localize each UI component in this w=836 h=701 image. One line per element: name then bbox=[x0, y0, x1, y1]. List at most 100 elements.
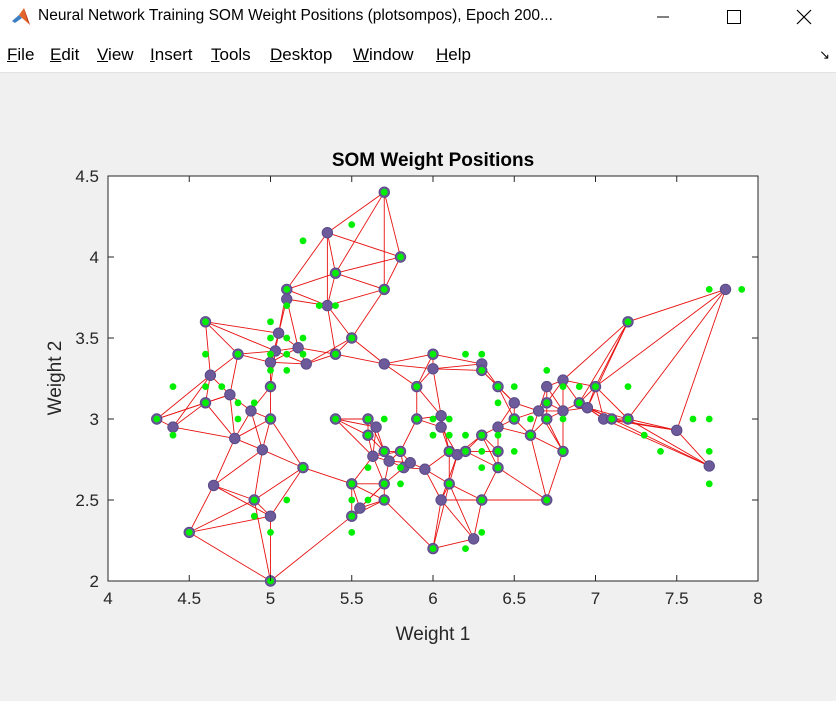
input-vector-point bbox=[478, 367, 486, 374]
neuron-connection-line bbox=[384, 353, 434, 365]
input-vector-point bbox=[348, 334, 356, 342]
y-tick-label: 4 bbox=[90, 248, 99, 267]
neuron-connection-line bbox=[465, 450, 499, 469]
neuron-connection-line bbox=[205, 321, 239, 355]
neuron-connection-line bbox=[156, 374, 211, 420]
menu-window[interactable]: Window bbox=[353, 45, 413, 65]
neuron-connection-line bbox=[432, 368, 482, 371]
y-tick-label: 2 bbox=[90, 572, 99, 591]
neuron-point bbox=[378, 358, 390, 370]
neuron-connection-line bbox=[440, 499, 474, 540]
input-vector-point bbox=[543, 367, 551, 374]
neuron-connection-line bbox=[384, 363, 434, 370]
input-vector-point bbox=[267, 350, 274, 358]
x-tick-label: 6 bbox=[428, 589, 437, 608]
chart-title: SOM Weight Positions bbox=[332, 150, 534, 171]
neuron-point bbox=[204, 369, 217, 381]
input-vector-point bbox=[348, 529, 356, 536]
input-vector-point bbox=[348, 221, 356, 229]
neuron-point bbox=[581, 401, 594, 414]
y-tick-label: 3.5 bbox=[75, 329, 99, 348]
neuron-connection-line bbox=[432, 538, 474, 550]
input-vector-point bbox=[202, 350, 209, 358]
input-vector-point bbox=[494, 431, 502, 439]
neuron-connection-line bbox=[367, 418, 385, 452]
close-button[interactable] bbox=[781, 0, 827, 34]
neuron-point bbox=[367, 450, 379, 462]
neuron-connection-line bbox=[335, 418, 377, 428]
neuron-connection-line bbox=[270, 361, 307, 365]
menu-insert[interactable]: Insert bbox=[150, 45, 193, 65]
neuron-connection-line bbox=[448, 483, 475, 540]
input-vector-point bbox=[234, 350, 242, 358]
menu-desktop-label: esktop bbox=[282, 45, 333, 64]
input-vector-point bbox=[332, 269, 339, 277]
input-vector-point bbox=[250, 496, 258, 504]
neuron-connection-line bbox=[327, 191, 385, 234]
neuron-connection-line bbox=[562, 321, 629, 381]
input-vector-point bbox=[527, 431, 534, 439]
neuron-connection-line bbox=[595, 289, 726, 387]
input-vector-point bbox=[494, 383, 502, 390]
input-vector-point bbox=[364, 415, 372, 423]
neuron-connection-line bbox=[188, 485, 215, 533]
menu-view-label: iew bbox=[108, 45, 134, 64]
maximize-icon bbox=[727, 10, 741, 24]
neuron-connection-line bbox=[298, 347, 336, 355]
neuron-connection-line bbox=[595, 386, 629, 420]
input-vector-point bbox=[592, 383, 599, 390]
input-vector-point bbox=[185, 529, 193, 536]
menu-view[interactable]: View bbox=[97, 45, 134, 65]
input-vector-point bbox=[332, 302, 339, 309]
neuron-connection-line bbox=[205, 402, 236, 439]
input-vector-point bbox=[380, 448, 388, 455]
maximize-button[interactable] bbox=[711, 0, 757, 34]
neuron-connection-line bbox=[497, 386, 515, 420]
neuron-connection-line bbox=[326, 305, 336, 355]
input-vector-point bbox=[510, 448, 518, 455]
menu-desktop-mnemonic: D bbox=[270, 45, 283, 64]
neuron-point bbox=[321, 227, 334, 239]
neuron-connection-line bbox=[213, 449, 263, 486]
input-vector-point bbox=[689, 415, 697, 423]
neuron-connection-line bbox=[213, 485, 271, 517]
neuron-connection-line bbox=[424, 469, 442, 501]
menu-desktop[interactable]: Desktop bbox=[270, 45, 332, 65]
menu-edit[interactable]: Edit bbox=[50, 45, 79, 65]
menu-help[interactable]: Help bbox=[436, 45, 471, 65]
input-vector-point bbox=[608, 415, 616, 423]
neuron-point bbox=[419, 463, 431, 475]
input-vector-point bbox=[169, 431, 177, 439]
input-vector-point bbox=[267, 334, 274, 342]
neuron-connection-line bbox=[270, 418, 304, 468]
input-vector-point bbox=[169, 383, 177, 390]
menu-file[interactable]: File bbox=[7, 45, 34, 65]
minimize-button[interactable] bbox=[640, 0, 686, 34]
input-vector-point bbox=[267, 415, 274, 423]
input-vector-point bbox=[397, 448, 404, 455]
y-axis-label: Weight 2 bbox=[45, 341, 66, 416]
input-vector-point bbox=[445, 448, 453, 455]
input-vector-point bbox=[413, 383, 421, 390]
neuron-connection-line bbox=[586, 321, 629, 408]
dock-arrow-icon[interactable]: ↘ bbox=[819, 47, 830, 62]
menu-insert-label: nsert bbox=[154, 45, 193, 64]
menu-tools-mnemonic: T bbox=[211, 45, 220, 64]
input-vector-point bbox=[543, 399, 551, 407]
neuron-connection-line bbox=[286, 232, 328, 290]
neuron-point bbox=[508, 397, 520, 409]
input-vector-point bbox=[283, 302, 291, 309]
input-vector-point bbox=[250, 399, 258, 407]
input-vector-point bbox=[478, 529, 486, 536]
input-vector-point bbox=[283, 350, 291, 358]
input-vector-point bbox=[283, 367, 291, 374]
neuron-connection-line bbox=[676, 289, 726, 431]
menu-tools[interactable]: Tools bbox=[211, 45, 251, 65]
neuron-connection-line bbox=[432, 499, 442, 549]
menu-bar: File Edit View Insert Tools Desktop Wind… bbox=[0, 34, 836, 73]
input-vector-point bbox=[267, 318, 274, 326]
input-vector-point bbox=[153, 415, 161, 423]
menu-edit-label: dit bbox=[61, 45, 80, 64]
neuron-connection-line bbox=[497, 467, 547, 501]
neuron-point bbox=[492, 421, 504, 433]
